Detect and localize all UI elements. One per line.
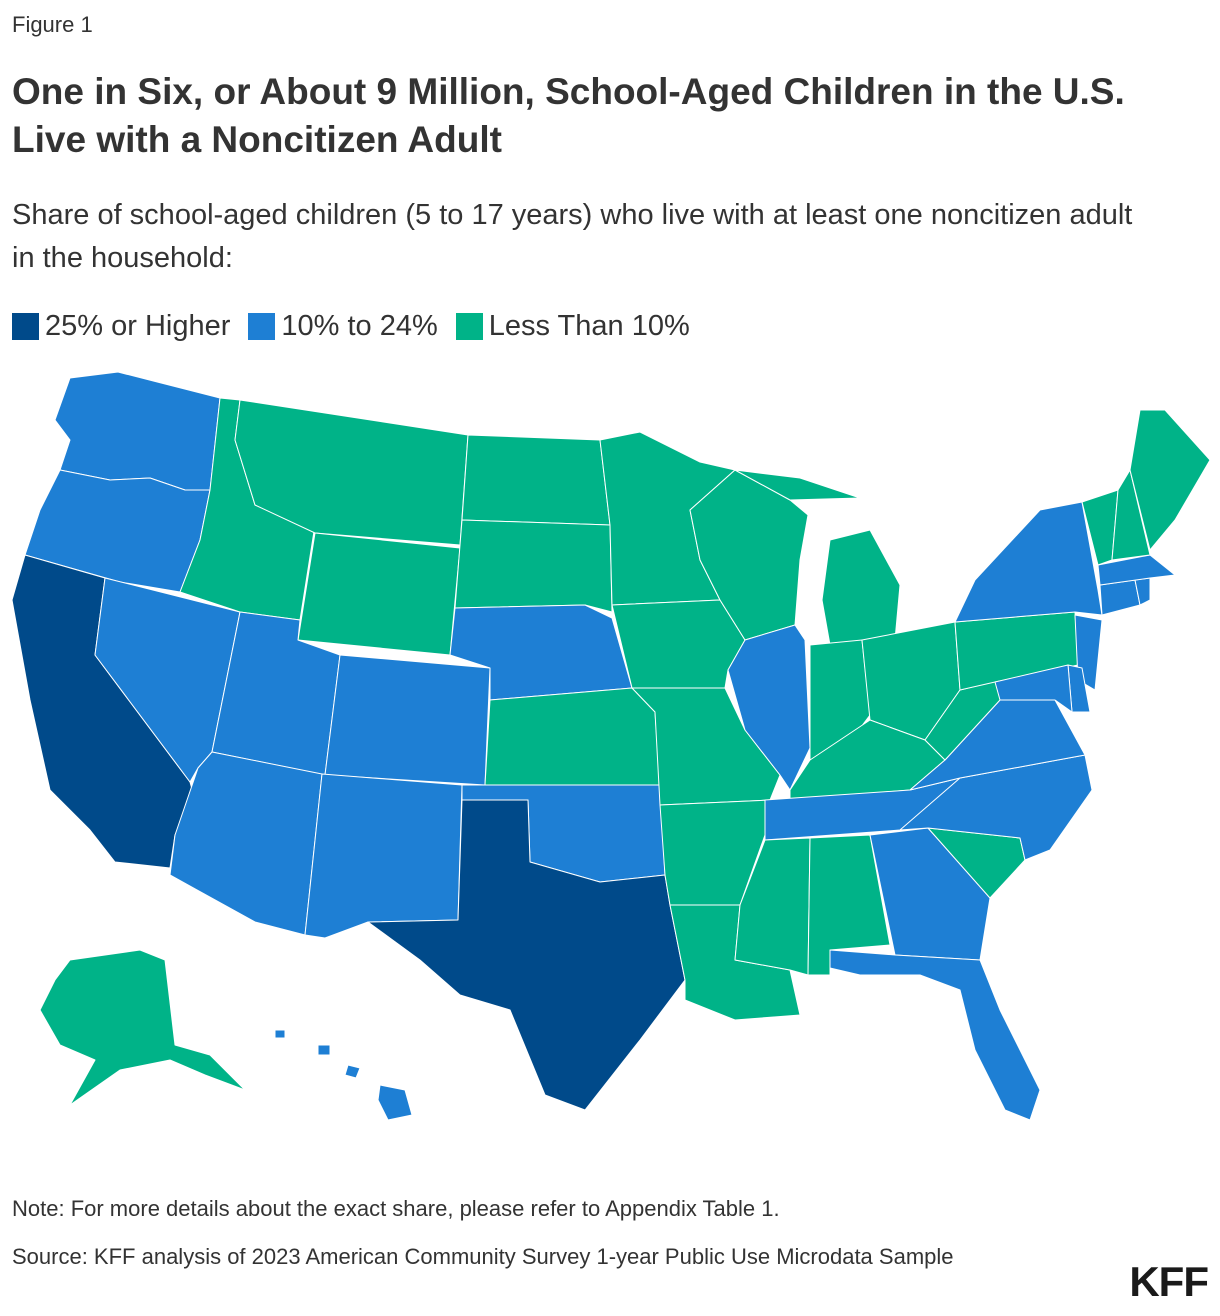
us-choropleth-map xyxy=(11,371,1211,1121)
legend-label-high: 25% or Higher xyxy=(45,310,231,342)
state-co[interactable] xyxy=(324,654,491,786)
state-hi[interactable] xyxy=(274,1029,413,1121)
legend-label-low: Less Than 10% xyxy=(488,310,690,342)
legend-swatch-high xyxy=(12,313,39,340)
state-ak[interactable] xyxy=(39,949,246,1106)
state-wy[interactable] xyxy=(297,532,461,656)
chart-subtitle: Share of school-aged children (5 to 17 y… xyxy=(12,199,1133,274)
source-note: Source: KFF analysis of 2023 American Co… xyxy=(12,1244,954,1269)
state-tx[interactable] xyxy=(367,799,686,1111)
state-fl[interactable] xyxy=(829,949,1041,1121)
kff-logo: KFF xyxy=(1129,1258,1209,1305)
state-ks[interactable] xyxy=(484,687,661,786)
state-mo[interactable] xyxy=(631,687,781,806)
chart-title: One in Six, or About 9 Million, School-A… xyxy=(12,71,1125,160)
state-ma[interactable] xyxy=(1097,554,1176,586)
legend-swatch-low xyxy=(455,313,483,340)
legend-label-mid: 10% to 24% xyxy=(281,310,438,342)
state-ct[interactable] xyxy=(1099,579,1141,616)
state-wa[interactable] xyxy=(54,371,221,491)
state-ny[interactable] xyxy=(954,501,1103,623)
state-md[interactable] xyxy=(994,664,1073,713)
footnote: Note: For more details about the exact s… xyxy=(12,1196,780,1221)
state-sd[interactable] xyxy=(454,519,613,613)
state-nd[interactable] xyxy=(461,434,611,526)
legend-item-high: 25% or Higher xyxy=(12,310,230,343)
legend-item-mid: 10% to 24% xyxy=(248,310,438,343)
state-nh[interactable] xyxy=(1111,469,1151,561)
figure-label: Figure 1 xyxy=(12,12,93,37)
legend-item-low: Less Than 10% xyxy=(455,310,690,343)
state-nm[interactable] xyxy=(304,773,463,939)
state-ia[interactable] xyxy=(611,599,746,689)
legend: 25% or Higher 10% to 24% Less Than 10% xyxy=(12,310,708,343)
state-az[interactable] xyxy=(169,751,323,936)
legend-swatch-mid xyxy=(248,313,276,340)
state-me[interactable] xyxy=(1129,409,1211,551)
